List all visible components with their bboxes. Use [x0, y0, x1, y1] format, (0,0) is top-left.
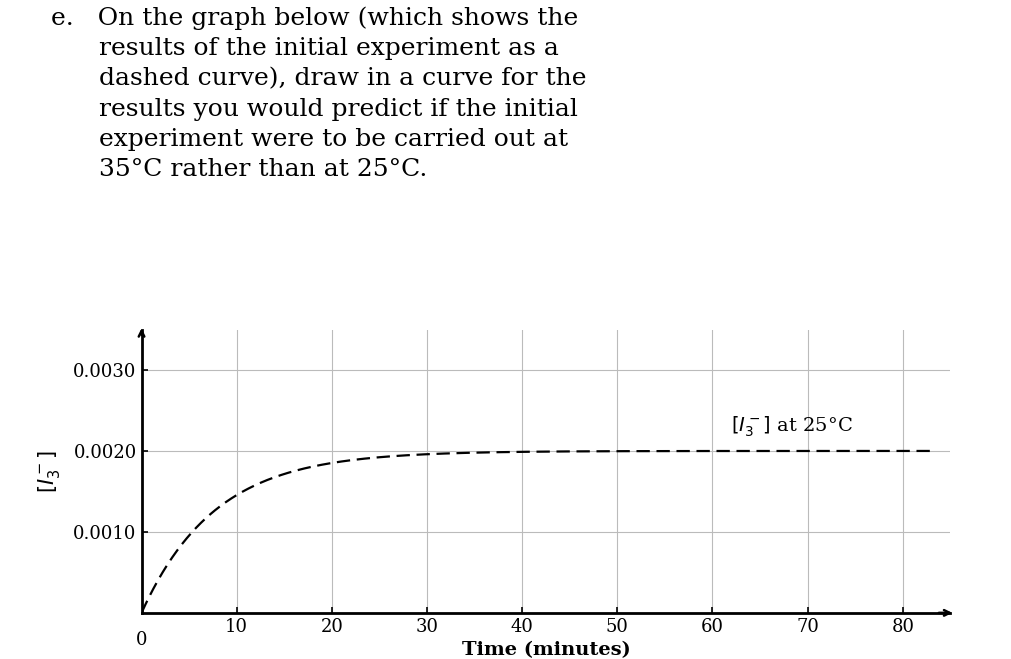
X-axis label: Time (minutes): Time (minutes) — [462, 641, 630, 659]
Y-axis label: $[I_3^-]$: $[I_3^-]$ — [36, 450, 63, 492]
Text: $[I_3^-]$ at 25°C: $[I_3^-]$ at 25°C — [732, 415, 853, 439]
Text: e.   On the graph below (which shows the
      results of the initial experiment: e. On the graph below (which shows the r… — [51, 7, 586, 181]
Text: 0: 0 — [135, 631, 148, 648]
